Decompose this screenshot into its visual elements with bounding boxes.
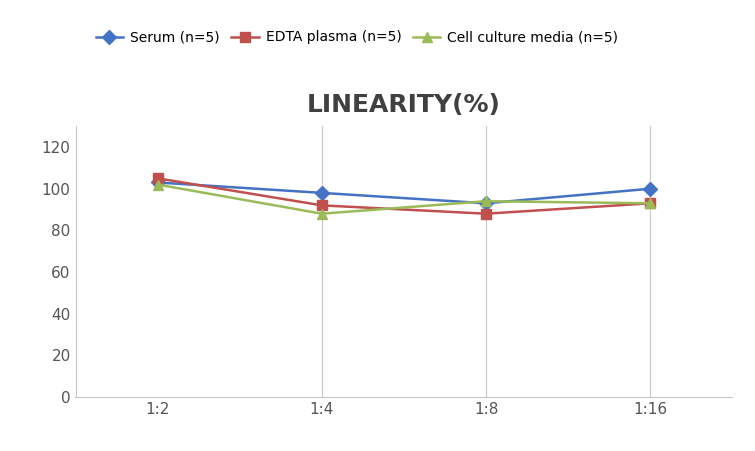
- Cell culture media (n=5): [153, 182, 162, 187]
- Legend: Serum (n=5), EDTA plasma (n=5), Cell culture media (n=5): Serum (n=5), EDTA plasma (n=5), Cell cul…: [96, 30, 618, 44]
- Line: Cell culture media (n=5): Cell culture media (n=5): [153, 179, 655, 219]
- EDTA plasma (n=5): [153, 175, 162, 181]
- Cell culture media (n=5): [482, 198, 491, 204]
- Serum (n=5): [317, 190, 326, 196]
- EDTA plasma (n=5): [482, 211, 491, 216]
- Cell culture media (n=5): [646, 201, 655, 206]
- Serum (n=5): [646, 186, 655, 191]
- EDTA plasma (n=5): [317, 202, 326, 208]
- Cell culture media (n=5): [317, 211, 326, 216]
- Title: LINEARITY(%): LINEARITY(%): [307, 93, 501, 117]
- Serum (n=5): [482, 201, 491, 206]
- Serum (n=5): [153, 180, 162, 185]
- Line: EDTA plasma (n=5): EDTA plasma (n=5): [153, 174, 655, 219]
- EDTA plasma (n=5): [646, 201, 655, 206]
- Line: Serum (n=5): Serum (n=5): [153, 178, 655, 208]
